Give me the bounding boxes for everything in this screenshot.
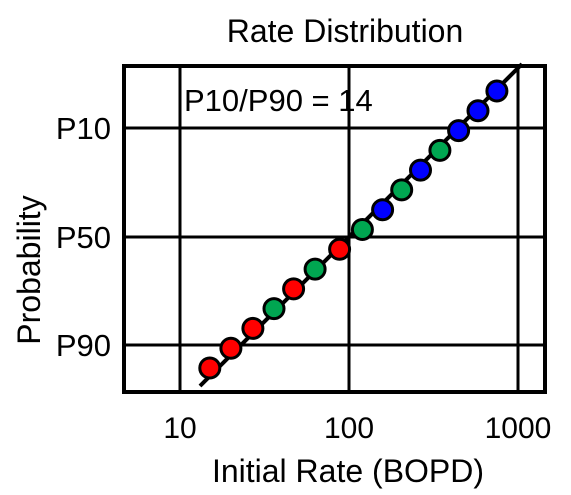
y-tick-label-p50: P50 [56,220,111,255]
data-point-12 [428,138,452,162]
y-tick-labels: P10 P50 P90 [56,111,111,363]
data-point-1 [198,356,222,380]
grid-lines [124,66,545,392]
x-axis-label: Initial Rate (BOPD) [212,453,484,489]
data-point-10 [390,178,414,202]
data-point-11 [409,158,432,182]
y-axis-label: Probability [11,195,47,344]
p10-p90-annotation: P10/P90 = 14 [184,83,373,118]
plot-frame [122,64,547,394]
data-point-8 [350,218,374,241]
data-point-7 [328,237,352,261]
data-point-14 [466,99,490,123]
x-tick-label-100: 100 [324,412,374,445]
data-points [198,79,509,380]
x-tick-label-1000: 1000 [485,412,552,445]
data-point-6 [303,257,327,281]
data-point-13 [447,119,471,143]
data-point-4 [262,297,286,321]
data-point-9 [371,198,395,222]
data-point-2 [219,336,243,360]
data-point-5 [282,277,306,301]
data-point-15 [485,79,509,103]
chart-title: Rate Distribution [227,13,464,49]
data-point-3 [241,316,265,340]
x-tick-labels: 10 100 1000 [163,412,551,445]
x-tick-label-10: 10 [163,412,196,445]
y-tick-label-p10: P10 [56,111,111,146]
y-tick-label-p90: P90 [56,328,111,363]
